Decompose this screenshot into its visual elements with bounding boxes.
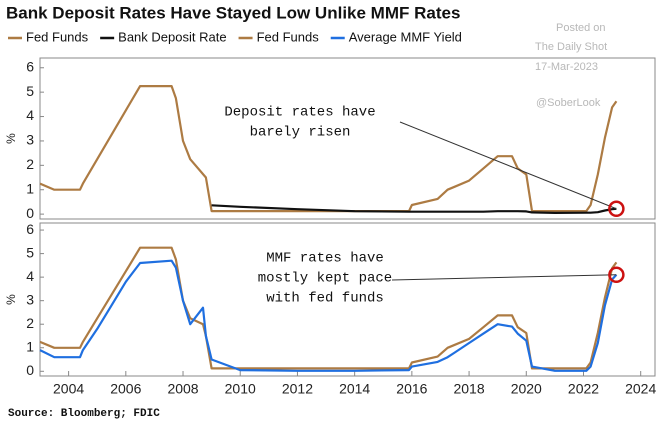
annotation: with fed funds	[266, 291, 384, 307]
y-tick-label: 2	[26, 156, 34, 172]
x-tick-label: 2004	[53, 381, 84, 397]
y-tick-label: 0	[26, 205, 34, 221]
annotation: mostly kept pace	[258, 271, 392, 287]
x-tick-label: 2024	[625, 381, 656, 397]
annotation: barely risen	[250, 125, 351, 141]
highlight-circle	[608, 200, 625, 218]
x-tick-label: 2008	[167, 381, 198, 397]
y-tick-label: 3	[26, 291, 34, 307]
legend-label: Bank Deposit Rate	[118, 29, 226, 44]
source-note: Source: Bloomberg; FDIC	[8, 408, 160, 420]
annotation: MMF rates have	[266, 251, 384, 267]
x-tick-label: 2020	[511, 381, 542, 397]
y-tick-label: 2	[26, 315, 34, 331]
y-tick-label: 4	[26, 268, 34, 284]
x-tick-label: 2014	[339, 381, 370, 397]
series-line	[39, 259, 618, 372]
y-tick-label: 6	[26, 221, 34, 237]
x-tick-label: 2022	[568, 381, 599, 397]
y-tick-label: 0	[26, 362, 34, 378]
y-tick-label: 6	[26, 58, 34, 74]
legend-label: Fed Funds	[257, 29, 320, 44]
watermark: The Daily Shot	[535, 41, 607, 53]
watermark: Posted on	[556, 22, 606, 34]
y-axis-label: %	[4, 133, 18, 144]
y-axis-label: %	[4, 294, 18, 305]
annotation-arrow	[399, 121, 617, 210]
plot-frame	[39, 222, 656, 377]
x-tick-label: 2016	[396, 381, 427, 397]
x-tick-label: 2010	[225, 381, 256, 397]
series-line	[211, 204, 617, 214]
y-tick-label: 4	[26, 107, 34, 123]
plot-frame	[39, 57, 656, 220]
chart-title: Bank Deposit Rates Have Stayed Low Unlik…	[6, 3, 460, 22]
y-tick-label: 1	[26, 338, 34, 354]
y-tick-label: 5	[26, 244, 34, 260]
legend-label: Average MMF Yield	[349, 29, 462, 44]
y-tick-label: 3	[26, 132, 34, 148]
watermark: 17-Mar-2023	[535, 61, 598, 73]
watermark: @SoberLook	[536, 97, 601, 109]
x-tick-label: 2006	[110, 381, 141, 397]
x-tick-label: 2012	[282, 381, 313, 397]
annotation: Deposit rates have	[224, 105, 375, 121]
legend-label: Fed Funds	[26, 29, 89, 44]
x-tick-label: 2018	[453, 381, 484, 397]
y-tick-label: 1	[26, 180, 34, 196]
highlight-circle	[608, 266, 625, 284]
y-tick-label: 5	[26, 83, 34, 99]
series-line	[39, 85, 618, 213]
annotation-arrow	[391, 274, 617, 281]
